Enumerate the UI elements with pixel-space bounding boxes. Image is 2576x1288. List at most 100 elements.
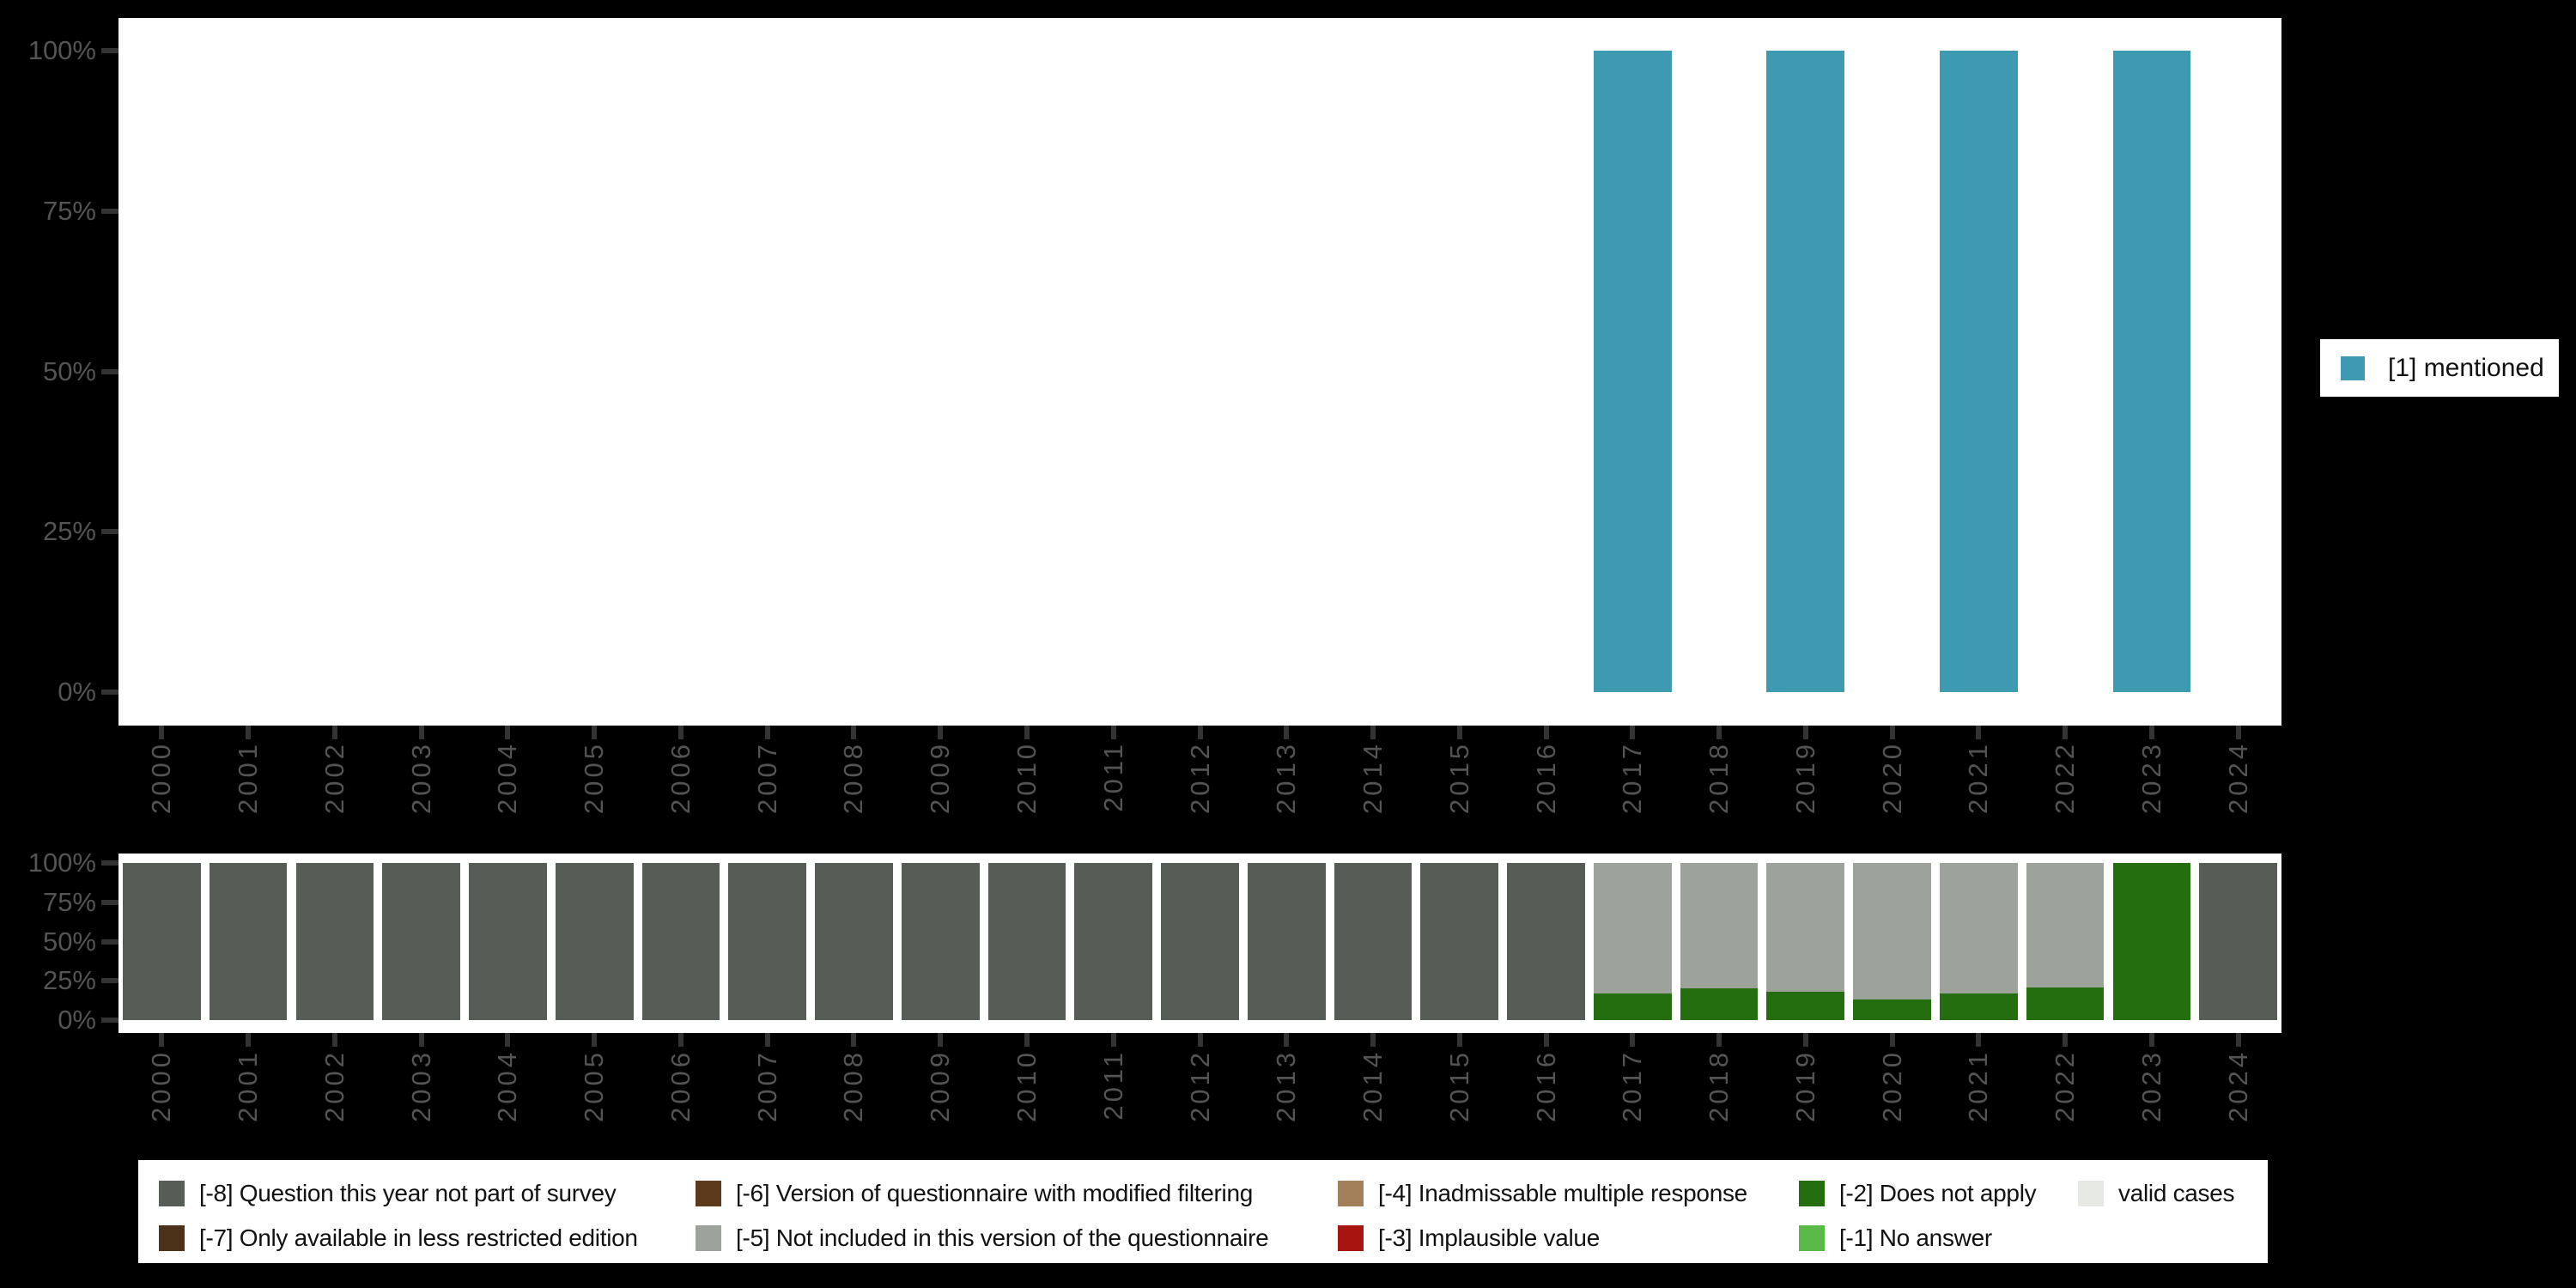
- y-axis-tick: [101, 368, 118, 374]
- bar-segment-2019-mentioned: [1766, 51, 1845, 692]
- bar-segment-2007-m8: [728, 863, 807, 1020]
- bar-segment-2011-m8: [1074, 863, 1153, 1020]
- bar-segment-2004-m8: [469, 863, 547, 1020]
- x-tick-label: 2015: [1443, 1049, 1474, 1122]
- x-tick-label: 2000: [146, 1049, 177, 1122]
- y-tick-label: 75%: [42, 886, 96, 917]
- y-axis-tick: [101, 1018, 118, 1023]
- x-axis-tick: [1630, 1033, 1636, 1047]
- x-axis-tick: [2235, 726, 2241, 739]
- bar-segment-2023-m2: [2112, 863, 2191, 1020]
- x-tick-label: 2013: [1271, 741, 1302, 814]
- x-axis-tick: [1976, 1033, 1982, 1047]
- x-axis-tick: [1716, 726, 1722, 739]
- x-axis-tick: [246, 726, 252, 739]
- x-axis-tick: [1543, 1033, 1549, 1047]
- x-axis-tick: [1284, 1033, 1290, 1047]
- x-tick-label: 2000: [146, 741, 177, 814]
- legend-swatch-valid: [2078, 1181, 2104, 1206]
- mentioned-legend-label: [1] mentioned: [2388, 353, 2544, 382]
- x-axis-tick: [2148, 1033, 2154, 1047]
- x-tick-label: 2021: [1963, 1049, 1994, 1122]
- y-tick-label: 0%: [58, 1005, 96, 1035]
- x-axis-tick: [505, 1033, 511, 1047]
- bar-segment-2021-m5: [1939, 863, 2018, 993]
- legend-label-m1: [-1] No answer: [1839, 1224, 1992, 1251]
- x-tick-label: 2009: [925, 1049, 956, 1122]
- x-axis-tick: [938, 1033, 944, 1047]
- y-tick-label: 50%: [42, 355, 96, 386]
- bar-segment-2017-m2: [1593, 993, 1672, 1020]
- y-axis-tick: [101, 860, 118, 866]
- x-tick-label: 2007: [751, 1049, 782, 1122]
- x-tick-label: 2012: [1184, 741, 1215, 814]
- x-tick-label: 2002: [319, 741, 349, 814]
- y-tick-label: 100%: [27, 35, 96, 65]
- x-axis-tick: [1370, 726, 1376, 739]
- x-axis-tick: [2063, 1033, 2069, 1047]
- x-axis-tick: [1889, 726, 1895, 739]
- bar-segment-2017-m5: [1593, 863, 1672, 993]
- x-axis-tick: [2148, 726, 2154, 739]
- bar-segment-2020-m2: [1853, 999, 1931, 1020]
- bar-segment-2021-m2: [1939, 993, 2018, 1020]
- x-tick-label: 2020: [1876, 741, 1907, 814]
- x-axis-tick: [851, 726, 857, 739]
- x-tick-label: 2020: [1876, 1049, 1907, 1122]
- x-tick-label: 2004: [492, 1049, 523, 1122]
- x-axis-tick: [1716, 1033, 1722, 1047]
- x-tick-label: 2017: [1617, 1049, 1648, 1122]
- x-axis-tick: [592, 726, 598, 739]
- y-axis-tick: [101, 978, 118, 984]
- x-axis-tick: [1024, 1033, 1030, 1047]
- bar-segment-2024-m8: [2199, 863, 2277, 1020]
- bar-segment-2008-m8: [815, 863, 893, 1020]
- legend-swatch-m1: [1799, 1225, 1825, 1251]
- x-tick-label: 2008: [838, 1049, 869, 1122]
- legend-label-m4: [-4] Inadmissable multiple response: [1378, 1180, 1747, 1206]
- x-tick-label: 2011: [1097, 1049, 1128, 1121]
- y-tick-label: 0%: [58, 677, 96, 707]
- bar-segment-2022-m2: [2026, 987, 2105, 1020]
- legend-label-m3: [-3] Implausible value: [1378, 1224, 1600, 1251]
- x-tick-label: 2001: [233, 1049, 264, 1122]
- x-tick-label: 2006: [665, 1049, 696, 1122]
- plot-area: [118, 18, 2281, 726]
- y-axis-tick: [101, 690, 118, 695]
- legend-label-m5: [-5] Not included in this version of the…: [736, 1224, 1269, 1251]
- x-axis-tick: [331, 1033, 337, 1047]
- bar-segment-2002-m8: [295, 863, 374, 1020]
- x-tick-label: 2018: [1704, 741, 1735, 814]
- x-tick-label: 2022: [2050, 1049, 2081, 1122]
- x-axis-tick: [1110, 1033, 1116, 1047]
- x-axis-tick: [592, 1033, 598, 1047]
- y-axis-tick: [101, 529, 118, 535]
- x-axis-tick: [1802, 726, 1808, 739]
- x-tick-label: 2007: [751, 741, 782, 814]
- legend-label-m2: [-2] Does not apply: [1839, 1180, 2037, 1206]
- x-axis-tick: [1976, 726, 1982, 739]
- bar-segment-2017-mentioned: [1593, 51, 1672, 692]
- x-axis-tick: [851, 1033, 857, 1047]
- bar-segment-2015-m8: [1420, 863, 1499, 1020]
- legend-swatch-m2: [1799, 1181, 1825, 1206]
- missing-values-legend: [-8] Question this year not part of surv…: [138, 1160, 2268, 1263]
- x-axis-tick: [418, 1033, 424, 1047]
- bar-segment-2000-m8: [123, 863, 201, 1020]
- legend-label-m8: [-8] Question this year not part of surv…: [199, 1180, 617, 1206]
- x-axis-tick: [159, 1033, 165, 1047]
- x-axis-tick: [1456, 726, 1462, 739]
- bar-segment-2016-m8: [1507, 863, 1585, 1020]
- bar-segment-2005-m8: [555, 863, 634, 1020]
- y-tick-label: 25%: [42, 965, 96, 996]
- x-axis-tick: [246, 1033, 252, 1047]
- legend-swatch-m6: [696, 1181, 721, 1206]
- x-axis-tick: [1110, 726, 1116, 739]
- y-axis-tick: [101, 208, 118, 214]
- bar-segment-2018-m5: [1680, 863, 1759, 989]
- x-tick-label: 2023: [2136, 741, 2166, 814]
- x-tick-label: 2019: [1789, 741, 1820, 814]
- x-axis-tick: [764, 1033, 770, 1047]
- bar-segment-2003-m8: [382, 863, 460, 1020]
